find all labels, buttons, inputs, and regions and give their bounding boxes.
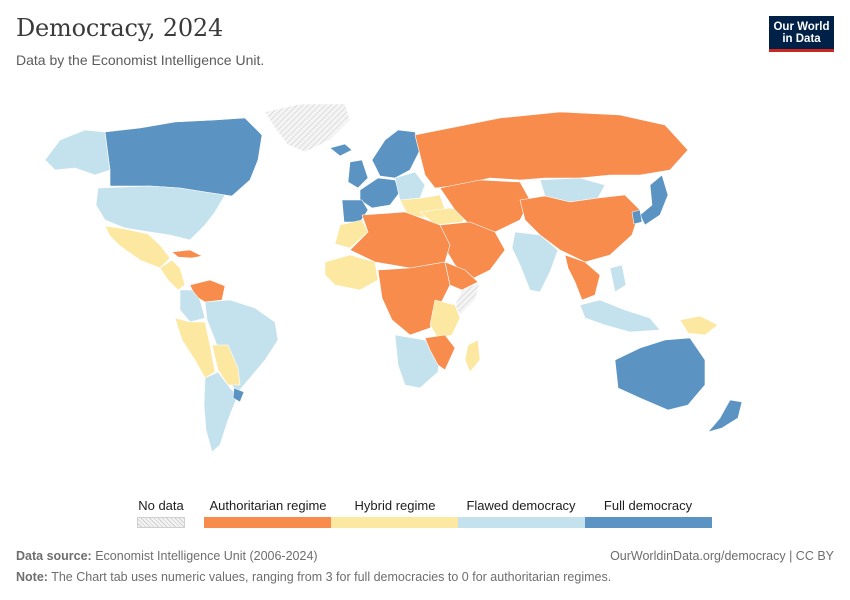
region-south-korea[interactable] xyxy=(631,209,643,225)
region-india[interactable] xyxy=(511,231,559,293)
region-scandinavia[interactable] xyxy=(371,129,421,179)
region-middle-east[interactable] xyxy=(439,221,506,281)
region-malaysia-indonesia[interactable] xyxy=(579,299,661,333)
region-morocco[interactable] xyxy=(334,219,369,249)
legend-swatch-authoritarian[interactable] xyxy=(204,517,331,528)
data-source-label: Data source: xyxy=(16,549,92,563)
region-brazil[interactable] xyxy=(204,299,279,393)
chart-note: Note: The Chart tab uses numeric values,… xyxy=(16,570,611,584)
region-central-europe[interactable] xyxy=(394,171,426,201)
region-new-zealand[interactable] xyxy=(707,399,743,433)
region-bolivia-paraguay[interactable] xyxy=(211,344,241,386)
region-southeast-asia-mainland[interactable] xyxy=(564,254,601,301)
region-alaska[interactable] xyxy=(44,129,111,176)
legend-label-flawed: Flawed democracy xyxy=(466,498,576,513)
legend-swatch-full[interactable] xyxy=(585,517,712,528)
region-canada[interactable] xyxy=(104,117,263,197)
chart-note-label: Note: xyxy=(16,570,48,584)
region-russia[interactable] xyxy=(414,111,689,189)
legend: No data Authoritarian regime Hybrid regi… xyxy=(0,496,850,536)
chart-title: Democracy, 2024 xyxy=(16,14,224,42)
world-map xyxy=(44,103,743,453)
region-kazakhstan-central-asia[interactable] xyxy=(439,179,531,233)
region-madagascar[interactable] xyxy=(464,339,481,373)
source-url-link[interactable]: OurWorldinData.org/democracy | CC BY xyxy=(610,549,834,563)
region-mozambique-zimbabwe[interactable] xyxy=(424,334,456,371)
chart-subtitle: Data by the Economist Intelligence Unit. xyxy=(16,52,265,68)
region-japan[interactable] xyxy=(639,174,669,226)
region-somalia[interactable] xyxy=(454,281,481,316)
logo-line-1: Our World xyxy=(773,21,830,33)
region-west-africa[interactable] xyxy=(324,254,379,291)
region-uruguay[interactable] xyxy=(232,387,245,403)
region-colombia[interactable] xyxy=(179,289,206,323)
region-cuba[interactable] xyxy=(171,249,203,259)
legend-swatch-flawed[interactable] xyxy=(458,517,585,528)
region-mexico[interactable] xyxy=(104,225,171,269)
region-philippines[interactable] xyxy=(609,264,627,293)
region-usa[interactable] xyxy=(95,185,226,241)
legend-label-no-data: No data xyxy=(138,498,184,513)
legend-label-full: Full democracy xyxy=(603,498,693,513)
region-ecuador-peru[interactable] xyxy=(174,317,216,379)
region-horn-of-africa[interactable] xyxy=(444,261,479,291)
region-greenland[interactable] xyxy=(264,103,351,153)
chart-note-text: The Chart tab uses numeric values, rangi… xyxy=(51,570,612,584)
owid-logo[interactable]: Our World in Data xyxy=(769,16,834,52)
region-western-europe[interactable] xyxy=(359,177,401,209)
data-source-text: Economist Intelligence Unit (2006-2024) xyxy=(95,549,318,563)
region-iceland[interactable] xyxy=(329,143,353,157)
legend-label-hybrid: Hybrid regime xyxy=(354,498,436,513)
region-png[interactable] xyxy=(679,315,719,336)
legend-swatch-hybrid[interactable] xyxy=(331,517,458,528)
region-uk-ireland[interactable] xyxy=(347,159,369,189)
legend-label-authoritarian: Authoritarian regime xyxy=(209,498,327,513)
region-central-america[interactable] xyxy=(159,259,186,291)
region-australia[interactable] xyxy=(614,337,706,411)
region-argentina-chile[interactable] xyxy=(203,371,239,453)
legend-swatch-no-data[interactable] xyxy=(137,517,185,528)
data-source: Data source: Economist Intelligence Unit… xyxy=(16,549,318,563)
logo-line-2: in Data xyxy=(782,33,821,45)
